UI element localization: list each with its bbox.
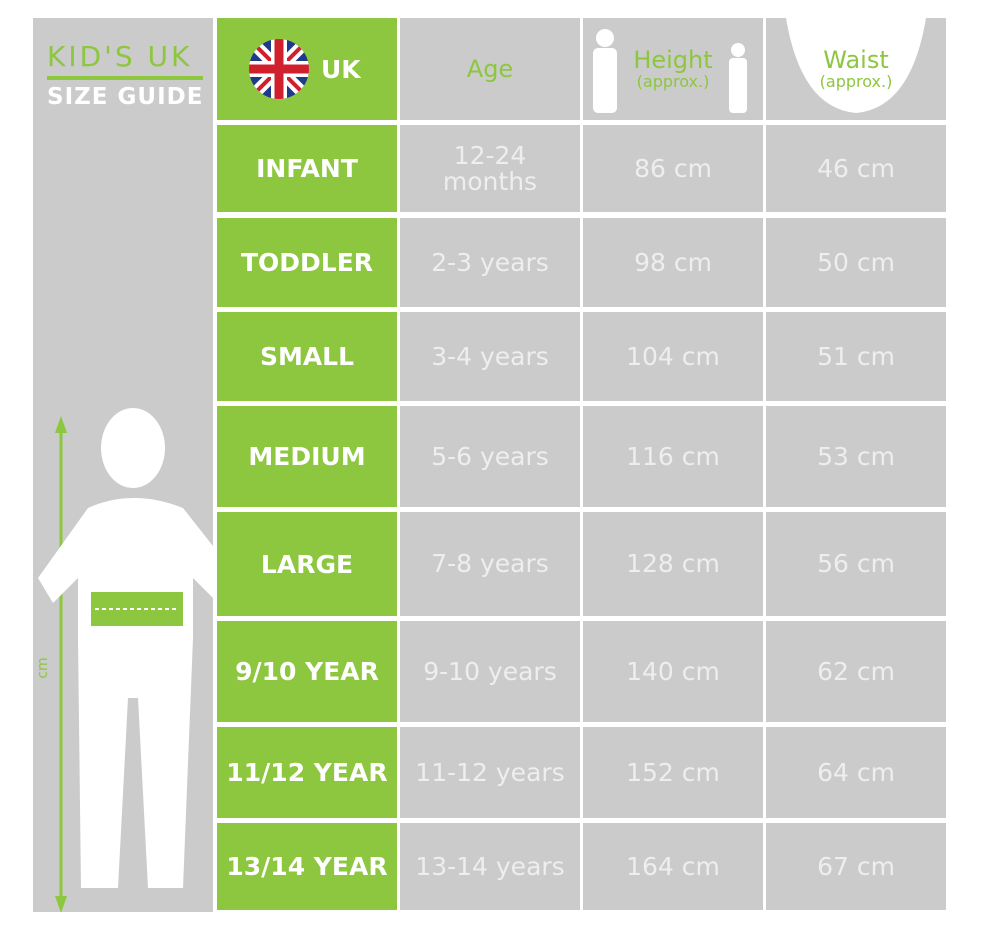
arrow-head <box>55 416 67 433</box>
height-figures <box>593 29 747 113</box>
age-cell: 3-4 years <box>400 312 580 401</box>
age-cell: 12-24 months <box>400 125 580 212</box>
size-cell: 9/10 YEAR <box>217 621 397 722</box>
size-cell: 11/12 YEAR <box>217 727 397 818</box>
waist-figure <box>786 18 926 113</box>
child-figure: cm <box>35 408 213 912</box>
age-cell: 2-3 years <box>400 218 580 307</box>
size-cell: SMALL <box>217 312 397 401</box>
title-underline <box>47 76 203 80</box>
height-label: Height <box>633 46 713 74</box>
height-cell: 104 cm <box>583 312 763 401</box>
age-cell: 9-10 years <box>400 621 580 722</box>
height-cell: 152 cm <box>583 727 763 818</box>
age-header: Age <box>400 18 580 120</box>
uk-flag <box>249 39 309 99</box>
waist-cell: 62 cm <box>766 621 946 722</box>
height-note: (approx.) <box>636 72 710 91</box>
arrow-head <box>55 896 67 912</box>
age-cell: 7-8 years <box>400 512 580 616</box>
waist-cell: 51 cm <box>766 312 946 401</box>
size-cell: LARGE <box>217 512 397 616</box>
age-cell: 5-6 years <box>400 406 580 507</box>
age-label: Age <box>466 55 514 83</box>
height-cell: 140 cm <box>583 621 763 722</box>
waist-note: (approx.) <box>819 72 893 91</box>
waist-cell: 56 cm <box>766 512 946 616</box>
size-cell: 13/14 YEAR <box>217 823 397 910</box>
height-cell: 128 cm <box>583 512 763 616</box>
waist-cell: 50 cm <box>766 218 946 307</box>
height-cell: 164 cm <box>583 823 763 910</box>
side-panel: KID'S UK SIZE GUIDE cm <box>33 18 213 912</box>
waist-cell: 67 cm <box>766 823 946 910</box>
waist-cell: 46 cm <box>766 125 946 212</box>
silhouette <box>38 408 213 888</box>
age-cell: 13-14 years <box>400 823 580 910</box>
waist-cell: 64 cm <box>766 727 946 818</box>
height-header: Height (approx.) <box>583 18 763 120</box>
guide-title: KID'S UK <box>47 40 193 73</box>
uk-label: UK <box>321 54 361 84</box>
size-cell: INFANT <box>217 125 397 212</box>
waist-cell: 53 cm <box>766 406 946 507</box>
waist-header: Waist (approx.) <box>766 18 946 120</box>
height-cell: 86 cm <box>583 125 763 212</box>
age-cell: 11-12 years <box>400 727 580 818</box>
height-cell: 98 cm <box>583 218 763 307</box>
axis-label: cm <box>35 657 51 678</box>
size-cell: MEDIUM <box>217 406 397 507</box>
uk-header: UK <box>217 18 397 120</box>
height-cell: 116 cm <box>583 406 763 507</box>
size-cell: TODDLER <box>217 218 397 307</box>
guide-subtitle: SIZE GUIDE <box>47 84 204 110</box>
waist-label: Waist <box>823 46 889 74</box>
